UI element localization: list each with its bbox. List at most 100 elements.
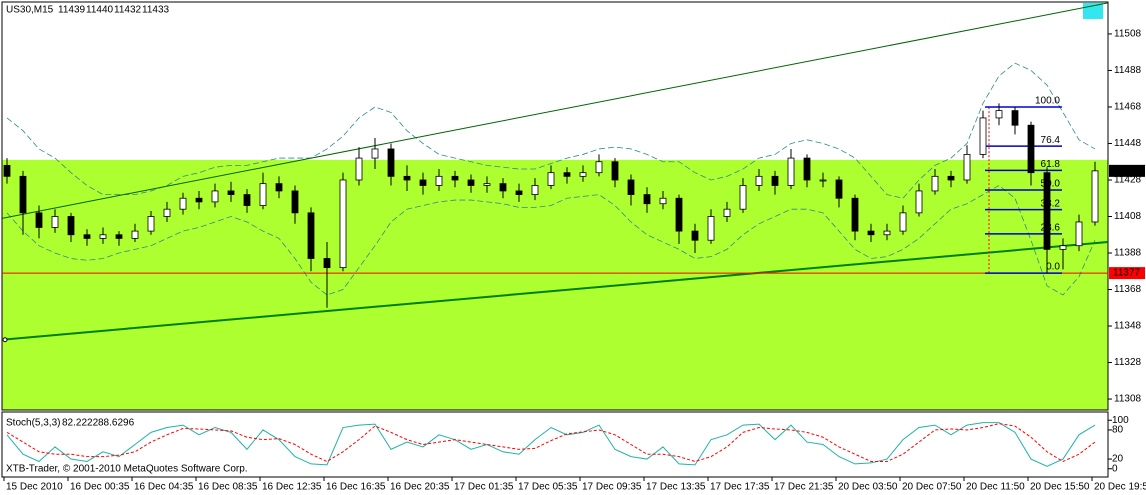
y-tick-label: 11428 <box>1114 175 1142 186</box>
candle-body <box>211 190 219 203</box>
stoch-label: Stoch(5,3,3) <box>6 418 60 429</box>
header-value: 11439 <box>58 5 86 16</box>
candle-body <box>1091 170 1099 223</box>
candle-body <box>19 175 27 214</box>
candle-body <box>819 179 827 182</box>
candle-body <box>179 197 187 210</box>
x-tick-label: 20 Dec 11:50 <box>966 482 1025 493</box>
candle-body <box>947 175 955 181</box>
candle-body <box>787 157 795 186</box>
x-tick-label: 20 Dec 15:50 <box>1030 482 1090 493</box>
candle-body <box>531 185 539 195</box>
price-pane-frame <box>1 1 1109 411</box>
candle-body <box>451 175 459 181</box>
y-tick-label: 11368 <box>1114 284 1142 295</box>
current-price-label: 11433 <box>1113 165 1141 176</box>
y-tick-label: 11308 <box>1114 394 1142 405</box>
x-tick-label: 16 Dec 16:35 <box>326 482 386 493</box>
x-tick-label: 20 Dec 07:50 <box>902 482 962 493</box>
candle-body <box>35 212 43 228</box>
candle-body <box>851 197 859 232</box>
current-price-box <box>1109 164 1145 177</box>
header-value: 11432 <box>114 5 142 16</box>
candle-body <box>131 230 139 239</box>
candle-body <box>659 197 667 205</box>
candle-body <box>339 179 347 269</box>
x-tick-label: 17 Dec 05:35 <box>518 482 578 493</box>
stoch-main <box>6 422 1096 467</box>
fibo-label: 38.2 <box>1041 198 1061 209</box>
x-tick-label: 16 Dec 20:35 <box>390 482 450 493</box>
y-tick-label: 11328 <box>1114 357 1142 368</box>
fibo-label: 50.0 <box>1041 179 1061 190</box>
candle-body <box>163 208 171 217</box>
candle-body <box>467 179 475 186</box>
stoch-value: 88.6296 <box>98 418 135 429</box>
candle-body <box>691 230 699 241</box>
y-tick-label: 11408 <box>1114 211 1142 222</box>
candle-body <box>595 161 603 174</box>
band-upper <box>6 62 1096 199</box>
candle-body <box>1027 124 1035 174</box>
candle-body <box>883 230 891 236</box>
band-lower <box>6 184 1096 296</box>
stoch-value: 82.2222 <box>62 418 99 429</box>
header-value: 11440 <box>86 5 114 16</box>
stoch-pane-frame <box>1 411 1109 478</box>
y-tick-label: 11448 <box>1114 138 1142 149</box>
candle-body <box>227 190 235 195</box>
candle-body <box>483 183 491 186</box>
x-tick-label: 17 Dec 09:35 <box>582 482 642 493</box>
stoch-tick-label: 100 <box>1112 415 1129 426</box>
x-tick-label: 16 Dec 04:35 <box>134 482 194 493</box>
candle-body <box>739 185 747 210</box>
y-tick-label: 11508 <box>1114 29 1142 40</box>
candle-body <box>435 175 443 186</box>
candle-body <box>1011 110 1019 126</box>
candle-body <box>195 197 203 203</box>
candle-body <box>83 234 91 239</box>
stoch-tick-label: 20 <box>1112 454 1124 465</box>
y-tick-label: 11348 <box>1114 321 1142 332</box>
candle-body <box>515 190 523 195</box>
y-tick-label: 11468 <box>1114 102 1142 113</box>
fibo-label: 61.8 <box>1041 159 1061 170</box>
trendline <box>1 2 1109 219</box>
candle-body <box>243 194 251 206</box>
x-tick-label: 17 Dec 13:35 <box>646 482 706 493</box>
candle-body <box>835 179 843 199</box>
candle-body <box>563 172 571 177</box>
candle-body <box>675 197 683 232</box>
x-tick-label: 20 Dec 03:50 <box>838 482 898 493</box>
candle-body <box>707 216 715 241</box>
x-tick-label: 17 Dec 17:35 <box>710 482 770 493</box>
candle-body <box>275 183 283 192</box>
candle-body <box>323 258 331 269</box>
candle-body <box>931 175 939 192</box>
stoch-tick-label: 0 <box>1112 463 1118 474</box>
fibo-label: 100.0 <box>1035 96 1060 107</box>
candle-body <box>1059 245 1067 250</box>
candle-body <box>403 175 411 181</box>
candle-body <box>755 175 763 186</box>
candle-body <box>771 175 779 186</box>
candle-body <box>371 148 379 159</box>
candle-body <box>115 234 123 239</box>
x-tick-label: 17 Dec 01:35 <box>454 482 514 493</box>
candle-body <box>867 230 875 236</box>
candle-body <box>51 216 59 228</box>
fibo-label: 23.6 <box>1041 223 1061 234</box>
candle-body <box>547 172 555 186</box>
candle-body <box>147 216 155 232</box>
stoch-signal <box>6 423 1096 463</box>
hline-price-box <box>1109 267 1145 280</box>
candle-body <box>291 190 299 214</box>
candle-body <box>963 154 971 181</box>
candle-body <box>3 164 11 177</box>
candle-body <box>419 179 427 186</box>
candle-body <box>803 157 811 181</box>
candle-body <box>723 208 731 217</box>
candle-body <box>611 161 619 181</box>
candle-body <box>979 117 987 155</box>
